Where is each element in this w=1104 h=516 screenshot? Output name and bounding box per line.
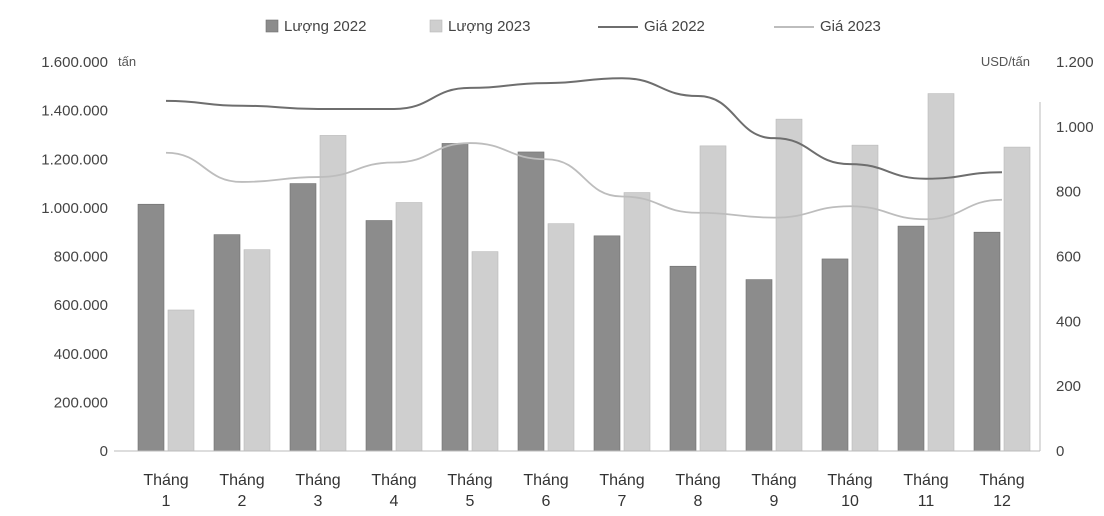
right-axis-unit: USD/tấn (981, 54, 1030, 69)
category-label-line1: Tháng (903, 472, 948, 489)
x-axis: Tháng 1 Tháng 2 Tháng 3 Tháng 4 Tháng 5 Tháng 6 Thán… (114, 450, 1040, 510)
category-label-line2: 3 (314, 493, 323, 510)
left-tick-label: 400.000 (54, 346, 108, 363)
category-label-line1: Tháng (143, 472, 188, 489)
category-label-line1: Tháng (295, 472, 340, 489)
category-label-line2: 12 (993, 493, 1011, 510)
bar-luong-2022 (821, 258, 849, 452)
left-tick-label: 1.200.000 (41, 151, 108, 168)
bar-luong-2022 (213, 234, 241, 452)
right-tick-label: 1.200 (1056, 54, 1094, 71)
category-label-line1: Tháng (675, 472, 720, 489)
bar-luong-2022 (897, 225, 925, 452)
bar-luong-2023 (1003, 146, 1031, 452)
bar-luong-2022 (441, 143, 469, 452)
category-label-line2: 1 (162, 493, 171, 510)
bar-luong-2022 (745, 279, 773, 452)
left-tick-label: 1.000.000 (41, 200, 108, 217)
right-tick-label: 200 (1056, 378, 1081, 395)
left-tick-label: 800.000 (54, 249, 108, 266)
bar-luong-2022 (365, 220, 393, 452)
left-axis-unit: tấn (118, 54, 136, 69)
category-label-line2: 11 (918, 493, 935, 510)
bar-luong-2022 (517, 151, 545, 452)
legend-swatch (265, 19, 279, 33)
legend-label: Lượng 2023 (448, 18, 530, 35)
bar-luong-2023 (851, 144, 879, 452)
bar-luong-2023 (927, 93, 955, 452)
category-label-line1: Tháng (599, 472, 644, 489)
bar-luong-2023 (699, 145, 727, 452)
left-tick-label: 1.400.000 (41, 103, 108, 120)
bar-luong-2022 (669, 265, 697, 452)
category-label-line2: 6 (542, 493, 551, 510)
right-tick-label: 400 (1056, 313, 1081, 330)
bar-luong-2022 (289, 183, 317, 452)
bar-luong-2023 (547, 223, 575, 452)
bar-luong-2022 (137, 203, 165, 452)
line-gia-2022 (165, 77, 1003, 180)
legend: Lượng 2022 Lượng 2023 Giá 2022 Giá 2023 (265, 18, 881, 35)
left-axis: 0 200.000 400.000 600.000 800.000 1.000.000 1.… (41, 54, 136, 460)
category-label-line2: 5 (466, 493, 475, 510)
category-label-line1: Tháng (979, 472, 1024, 489)
legend-label: Lượng 2022 (284, 18, 366, 35)
category-label-line1: Tháng (371, 472, 416, 489)
right-tick-label: 1.000 (1056, 119, 1094, 136)
category-label-line2: 2 (238, 493, 247, 510)
category-label-line2: 4 (390, 493, 399, 510)
bar-luong-2023 (471, 251, 499, 452)
bar-luong-2023 (167, 309, 195, 452)
category-label-line1: Tháng (827, 472, 872, 489)
category-label-line2: 9 (770, 493, 779, 510)
right-tick-label: 0 (1056, 443, 1064, 460)
bar-luong-2023 (775, 118, 803, 452)
legend-swatch (429, 19, 443, 33)
left-tick-label: 200.000 (54, 394, 108, 411)
price-lines (165, 77, 1003, 221)
left-tick-label: 0 (100, 443, 108, 460)
category-label-line1: Tháng (447, 472, 492, 489)
left-tick-label: 600.000 (54, 297, 108, 314)
category-label-line2: 10 (841, 493, 859, 510)
bar-luong-2023 (243, 249, 271, 452)
category-label-line2: 7 (618, 493, 627, 510)
right-tick-label: 800 (1056, 184, 1081, 201)
legend-label: Giá 2022 (644, 18, 705, 35)
category-label-line1: Tháng (219, 472, 264, 489)
left-tick-label: 1.600.000 (41, 54, 108, 71)
bars (137, 93, 1031, 452)
category-label-line1: Tháng (523, 472, 568, 489)
bar-luong-2023 (623, 192, 651, 452)
legend-label: Giá 2023 (820, 18, 881, 35)
line-gia-2023 (165, 142, 1003, 221)
bar-luong-2022 (973, 231, 1001, 452)
bar-luong-2023 (319, 135, 347, 452)
right-tick-label: 600 (1056, 249, 1081, 266)
bar-luong-2023 (395, 202, 423, 452)
bar-luong-2022 (593, 235, 621, 452)
category-label-line1: Tháng (751, 472, 796, 489)
right-axis: 0 200 400 600 800 1.000 1.200 USD/tấn (981, 54, 1094, 460)
category-label-line2: 8 (694, 493, 703, 510)
